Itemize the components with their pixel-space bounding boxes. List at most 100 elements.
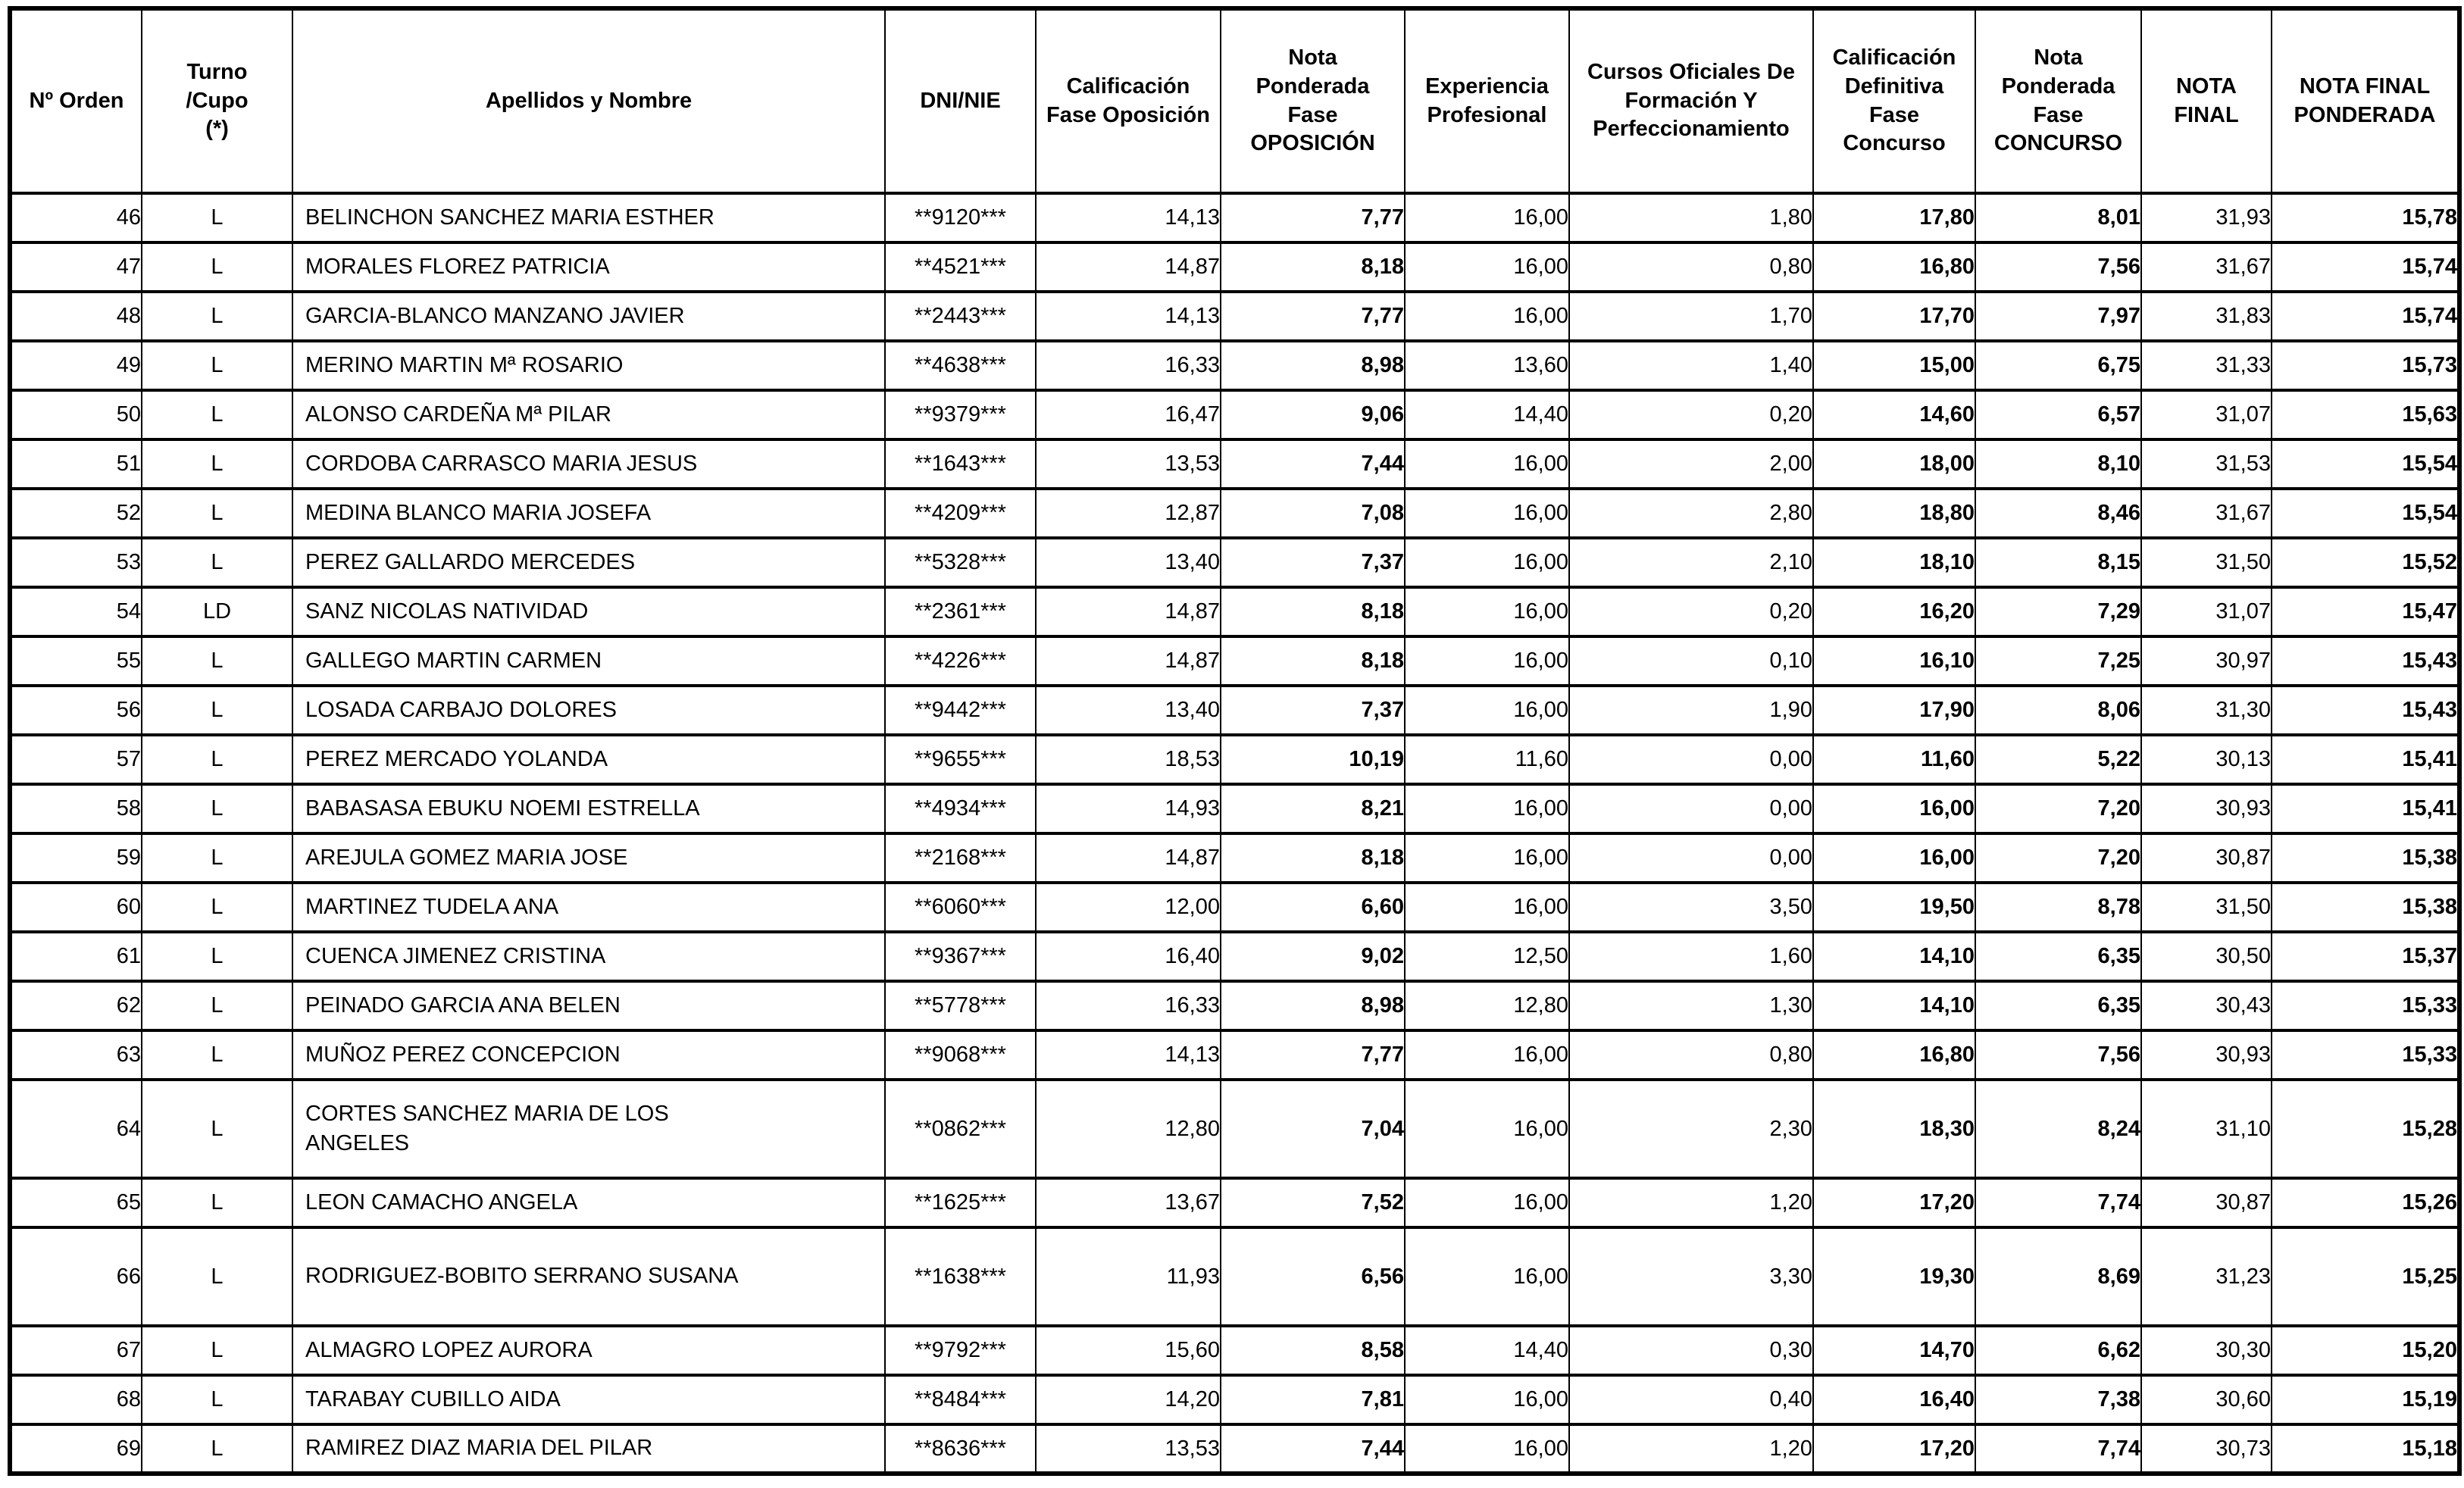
table-cell: 9,06 xyxy=(1220,389,1406,441)
table-cell: 19,50 xyxy=(1812,881,1976,933)
table-cell: L xyxy=(141,684,293,736)
table-cell: 15,78 xyxy=(2271,192,2460,244)
table-cell: 16,00 xyxy=(1404,536,1570,589)
table-cell: **5328*** xyxy=(884,536,1037,589)
table-cell: MERINO MARTIN Mª ROSARIO xyxy=(292,339,886,392)
table-cell: 14,60 xyxy=(1812,389,1976,441)
table-cell: 1,80 xyxy=(1568,192,1814,244)
table-cell: 31,83 xyxy=(2140,290,2272,342)
table-cell: **2168*** xyxy=(884,832,1037,884)
table-cell: 7,25 xyxy=(1975,635,2142,687)
table-row: 64 L CORTES SANCHEZ MARIA DE LOS ANGELES **… xyxy=(9,1078,2460,1180)
table-cell: 46 xyxy=(9,192,142,244)
table-cell: 31,93 xyxy=(2140,192,2272,244)
table-cell: 54 xyxy=(9,586,142,638)
table-cell: 16,10 xyxy=(1812,635,1976,687)
table-cell: 30,13 xyxy=(2140,733,2272,786)
table-cell: **2443*** xyxy=(884,290,1037,342)
table-cell: BABASASA EBUKU NOEMI ESTRELLA xyxy=(292,783,886,835)
table-cell: 7,56 xyxy=(1975,1029,2142,1081)
table-row: 66 L RODRIGUEZ-BOBITO SERRANO SUSANA **1638… xyxy=(9,1226,2460,1327)
table-cell: 69 xyxy=(9,1423,142,1475)
table-cell: L xyxy=(141,1078,293,1180)
table-cell: 59 xyxy=(9,832,142,884)
table-cell: 3,50 xyxy=(1568,881,1814,933)
table-cell: 8,21 xyxy=(1220,783,1406,835)
table-cell: GALLEGO MARTIN CARMEN xyxy=(292,635,886,687)
table-cell: ALONSO CARDEÑA Mª PILAR xyxy=(292,389,886,441)
table-cell: L xyxy=(141,635,293,687)
table-cell: 56 xyxy=(9,684,142,736)
table-cell: 50 xyxy=(9,389,142,441)
table-cell: **5778*** xyxy=(884,980,1037,1032)
table-cell: L xyxy=(141,1324,293,1377)
table-cell: 0,00 xyxy=(1568,783,1814,835)
table-cell: **1625*** xyxy=(884,1177,1037,1229)
table-cell: 30,97 xyxy=(2140,635,2272,687)
table-cell: 7,37 xyxy=(1220,536,1406,589)
table-cell: 49 xyxy=(9,339,142,392)
table-cell: 30,93 xyxy=(2140,783,2272,835)
table-cell: 15,00 xyxy=(1812,339,1976,392)
table-cell: MORALES FLOREZ PATRICIA xyxy=(292,241,886,293)
table-cell: 15,63 xyxy=(2271,389,2460,441)
table-cell: 16,20 xyxy=(1812,586,1976,638)
table-cell: PEREZ MERCADO YOLANDA xyxy=(292,733,886,786)
table-cell: 63 xyxy=(9,1029,142,1081)
table-cell: 12,87 xyxy=(1035,487,1221,539)
table-cell: 8,18 xyxy=(1220,832,1406,884)
table-cell: 0,80 xyxy=(1568,241,1814,293)
table-cell: 6,75 xyxy=(1975,339,2142,392)
table-cell: GARCIA-BLANCO MANZANO JAVIER xyxy=(292,290,886,342)
table-cell: L xyxy=(141,536,293,589)
table-cell: 7,38 xyxy=(1975,1374,2142,1426)
table-cell: 14,10 xyxy=(1812,980,1976,1032)
table-cell: 11,60 xyxy=(1404,733,1570,786)
table-row: 51 L CORDOBA CARRASCO MARIA JESUS **1643***… xyxy=(9,438,2460,490)
table-row: 62 L PEINADO GARCIA ANA BELEN **5778*** 16,3… xyxy=(9,980,2460,1032)
table-cell: 16,00 xyxy=(1812,783,1976,835)
table-cell: 31,30 xyxy=(2140,684,2272,736)
table-cell: 12,00 xyxy=(1035,881,1221,933)
table-cell: 8,69 xyxy=(1975,1226,2142,1327)
table-cell: 14,87 xyxy=(1035,832,1221,884)
table-cell: 15,74 xyxy=(2271,290,2460,342)
table-row: 57 L PEREZ MERCADO YOLANDA **9655*** 18,53 10… xyxy=(9,733,2460,786)
table-cell: 66 xyxy=(9,1226,142,1327)
table-cell: L xyxy=(141,339,293,392)
table-cell: **9442*** xyxy=(884,684,1037,736)
table-row: 46 L BELINCHON SANCHEZ MARIA ESTHER **9120*… xyxy=(9,192,2460,244)
table-cell: 16,47 xyxy=(1035,389,1221,441)
table-cell: 15,37 xyxy=(2271,930,2460,983)
table-cell: 11,60 xyxy=(1812,733,1976,786)
table-cell: 16,00 xyxy=(1404,586,1570,638)
column-header-4: DNI/NIE xyxy=(884,7,1037,195)
table-row: 47 L MORALES FLOREZ PATRICIA **4521*** 14,87… xyxy=(9,241,2460,293)
table-cell: 16,40 xyxy=(1035,930,1221,983)
table-cell: 0,00 xyxy=(1568,832,1814,884)
table-cell: 15,54 xyxy=(2271,438,2460,490)
table-cell: **8636*** xyxy=(884,1423,1037,1475)
table-cell: 15,25 xyxy=(2271,1226,2460,1327)
table-cell: 31,67 xyxy=(2140,487,2272,539)
table-cell: 9,02 xyxy=(1220,930,1406,983)
table-cell: 17,70 xyxy=(1812,290,1976,342)
table-cell: **9792*** xyxy=(884,1324,1037,1377)
table-row: 68 L TARABAY CUBILLO AIDA **8484*** 14,20 7,8… xyxy=(9,1374,2460,1426)
table-cell: 2,00 xyxy=(1568,438,1814,490)
table-cell: 14,20 xyxy=(1035,1374,1221,1426)
table-cell: 15,33 xyxy=(2271,980,2460,1032)
table-cell: 15,74 xyxy=(2271,241,2460,293)
table-cell: 6,62 xyxy=(1975,1324,2142,1377)
table-cell: 7,04 xyxy=(1220,1078,1406,1180)
column-header-2: Turno /Cupo (*) xyxy=(141,7,293,195)
table-cell: **9068*** xyxy=(884,1029,1037,1081)
table-cell: L xyxy=(141,290,293,342)
table-cell: 7,52 xyxy=(1220,1177,1406,1229)
table-cell: 51 xyxy=(9,438,142,490)
table-cell: SANZ NICOLAS NATIVIDAD xyxy=(292,586,886,638)
table-cell: 14,13 xyxy=(1035,192,1221,244)
table-cell: **9379*** xyxy=(884,389,1037,441)
table-cell: L xyxy=(141,980,293,1032)
table-cell: **9367*** xyxy=(884,930,1037,983)
